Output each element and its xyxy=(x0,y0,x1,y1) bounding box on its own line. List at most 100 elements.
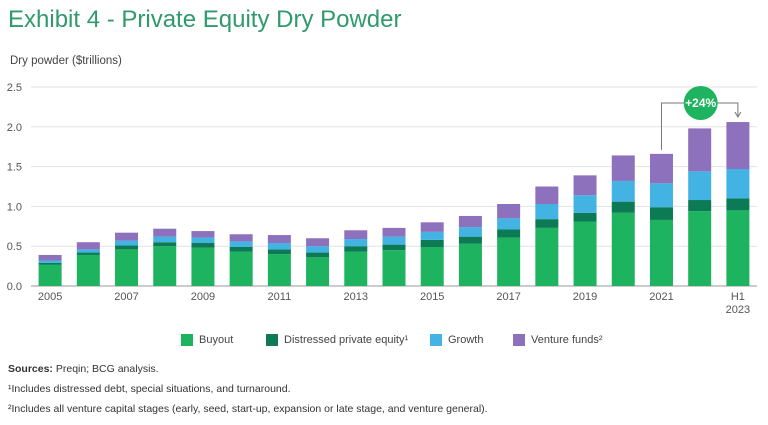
bar-segment xyxy=(535,186,559,205)
bar-segment xyxy=(267,235,291,244)
y-tick-label: 2.5 xyxy=(7,82,22,94)
x-tick-label: 2019 xyxy=(573,291,597,303)
bar-segment xyxy=(115,249,139,286)
footnote-1: ¹Includes distressed debt, special situa… xyxy=(8,383,291,395)
bar-segment xyxy=(306,246,330,253)
chart-legend: Buyout Distressed private equity¹ Growth… xyxy=(0,334,768,350)
bar-segment xyxy=(267,243,291,250)
bar-segment xyxy=(535,219,559,228)
bar-segment xyxy=(382,244,406,251)
y-tick-label: 1.0 xyxy=(7,201,22,213)
legend-label-growth: Growth xyxy=(448,334,484,346)
x-tick-label: 2023 xyxy=(726,304,750,316)
bar-segment xyxy=(688,200,712,212)
bar-segment xyxy=(497,229,521,238)
bar-segment xyxy=(76,249,100,253)
x-tick-label: H1 xyxy=(731,291,745,303)
x-tick-label: 2017 xyxy=(496,291,520,303)
bar-segment xyxy=(153,236,177,243)
bar-segment xyxy=(306,238,330,247)
legend-label-buyout: Buyout xyxy=(199,334,234,346)
bar-segment xyxy=(726,168,750,199)
bar-segment xyxy=(573,212,597,222)
bar-segment xyxy=(573,221,597,286)
bar-segment xyxy=(191,243,215,248)
x-tick-label: 2011 xyxy=(268,291,292,303)
bar-segment xyxy=(420,246,444,286)
sources-note: Sources: Preqin; BCG analysis. xyxy=(8,363,159,375)
bar-segment xyxy=(115,232,139,241)
x-tick-label: 2007 xyxy=(114,291,138,303)
x-tick-label: 2005 xyxy=(38,291,62,303)
bar-segment xyxy=(458,215,482,228)
bar-segment xyxy=(382,250,406,286)
bar-segment xyxy=(688,128,712,172)
bar-segment xyxy=(649,219,673,286)
y-tick-label: 0.5 xyxy=(7,241,22,253)
bar-segment xyxy=(344,230,368,240)
bar-segment xyxy=(420,239,444,247)
bar-segment xyxy=(191,231,215,238)
legend-item-venture: Venture funds² xyxy=(513,334,603,346)
bar-segment xyxy=(229,251,253,286)
bar-segment xyxy=(267,254,291,286)
y-tick-label: 0.0 xyxy=(7,281,22,293)
x-tick-label: 2009 xyxy=(191,291,215,303)
bar-segment xyxy=(573,195,597,213)
bar-segment xyxy=(267,249,291,255)
bar-segment xyxy=(458,227,482,237)
bar-segment xyxy=(382,227,406,237)
legend-item-growth: Growth xyxy=(430,334,483,346)
legend-label-distressed: Distressed private equity¹ xyxy=(284,334,409,346)
bar-segment xyxy=(497,204,521,219)
bar-segment xyxy=(611,155,635,181)
bar-segment xyxy=(458,236,482,244)
bar-segment xyxy=(76,242,100,250)
bar-segment xyxy=(115,240,139,246)
bar-segment xyxy=(229,241,253,247)
bar-segment xyxy=(344,251,368,286)
bar-segment xyxy=(497,237,521,286)
bar-segment xyxy=(458,243,482,286)
bar-segment xyxy=(535,227,559,286)
bar-segment xyxy=(153,242,177,247)
sources-label: Sources: xyxy=(8,363,53,375)
bar-segment xyxy=(191,247,215,286)
growth-badge xyxy=(683,86,718,120)
bar-segment xyxy=(649,207,673,220)
bar-segment xyxy=(76,254,100,286)
bar-segment xyxy=(153,228,177,237)
y-tick-label: 1.5 xyxy=(7,162,22,174)
bar-segment xyxy=(38,260,62,263)
bar-segment xyxy=(573,175,597,196)
bar-segment xyxy=(726,198,750,211)
legend-swatch-venture xyxy=(513,334,525,346)
footnote-2: ²Includes all venture capital stages (ea… xyxy=(8,403,488,415)
x-tick-label: 2015 xyxy=(420,291,444,303)
bar-segment xyxy=(649,183,673,208)
bar-segment xyxy=(38,254,62,261)
bar-segment xyxy=(649,153,673,184)
bar-segment xyxy=(535,204,559,220)
bar-segment xyxy=(306,257,330,286)
bar-segment xyxy=(76,252,100,255)
x-tick-label: 2021 xyxy=(649,291,673,303)
legend-swatch-growth xyxy=(430,334,442,346)
legend-item-distressed: Distressed private equity¹ xyxy=(266,334,408,346)
bar-segment xyxy=(229,234,253,242)
growth-badge-label: +24% xyxy=(685,96,716,110)
sources-text: Preqin; BCG analysis. xyxy=(52,363,159,375)
bar-segment xyxy=(306,252,330,258)
bar-segment xyxy=(191,237,215,244)
bar-segment xyxy=(497,218,521,230)
bar-segment xyxy=(726,210,750,286)
bar-segment xyxy=(420,222,444,232)
bar-segment xyxy=(344,239,368,247)
legend-swatch-buyout xyxy=(181,334,193,346)
bar-segment xyxy=(420,231,444,240)
bar-segment xyxy=(611,180,635,202)
page-title: Exhibit 4 - Private Equity Dry Powder xyxy=(8,6,402,33)
y-axis-label: Dry powder ($trillions) xyxy=(10,55,122,67)
bar-segment xyxy=(229,246,253,252)
growth-arrowhead xyxy=(734,111,742,118)
